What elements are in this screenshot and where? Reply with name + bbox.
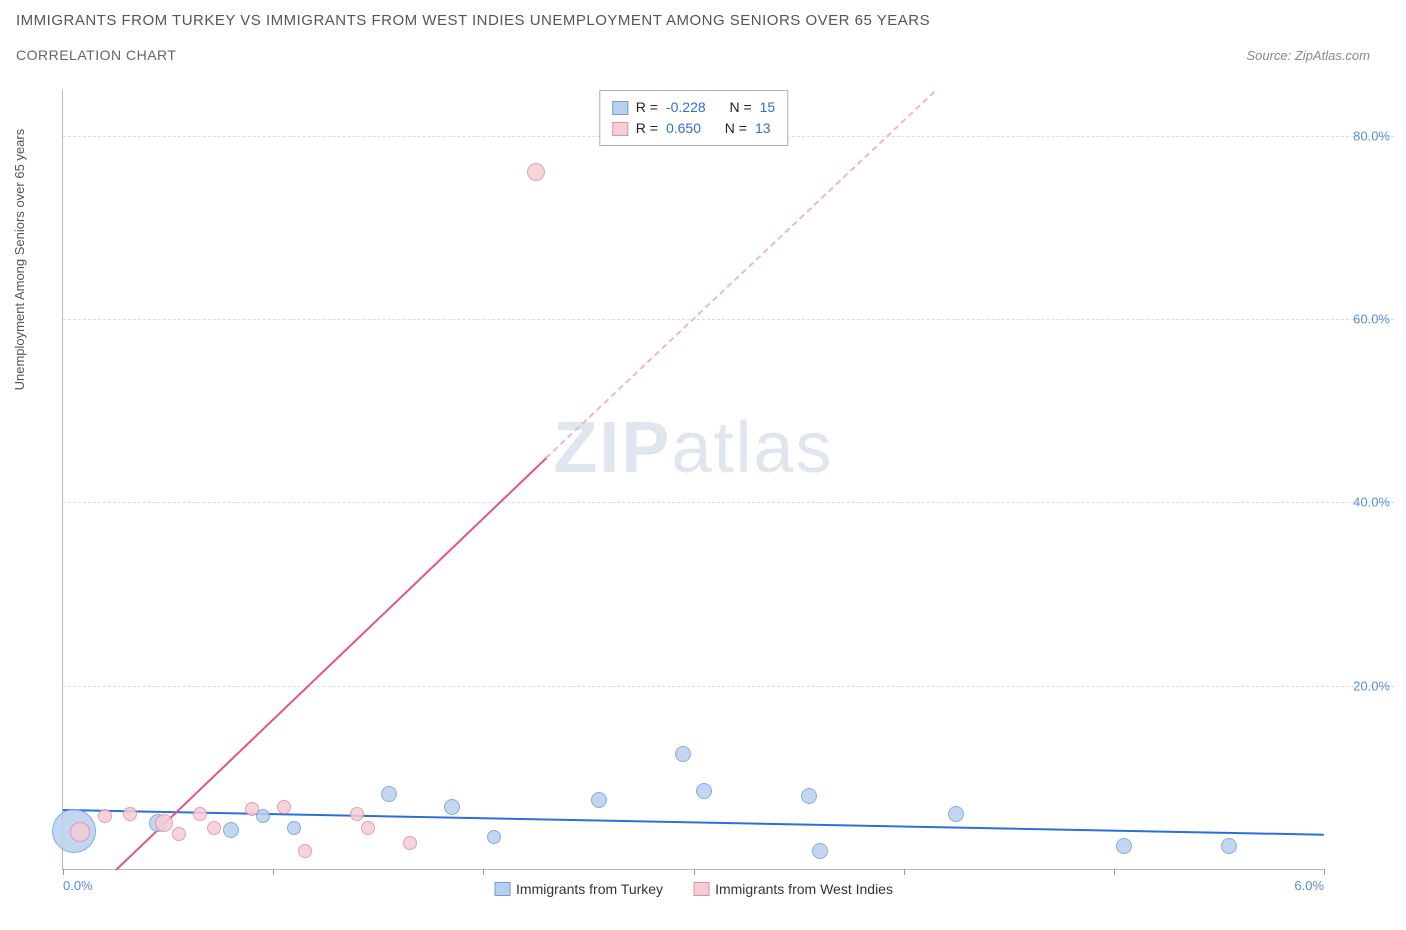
x-tick (1324, 869, 1325, 875)
data-point (812, 843, 828, 859)
stats-row-turkey: R = -0.228 N = 15 (612, 97, 775, 118)
y-tick-label: 60.0% (1353, 312, 1390, 327)
legend-item-turkey: Immigrants from Turkey (494, 881, 663, 897)
data-point (801, 788, 817, 804)
plot-region: ZIPatlas R = -0.228 N = 15 R = 0.650 N =… (62, 90, 1324, 870)
gridline (63, 502, 1394, 503)
y-tick-label: 20.0% (1353, 678, 1390, 693)
data-point (1116, 838, 1132, 854)
x-tick (273, 869, 274, 875)
data-point (444, 799, 460, 815)
data-point (298, 844, 312, 858)
stats-legend: R = -0.228 N = 15 R = 0.650 N = 13 (599, 90, 788, 146)
x-tick (904, 869, 905, 875)
data-point (207, 821, 221, 835)
data-point (223, 822, 239, 838)
watermark: ZIPatlas (553, 407, 833, 489)
source-label: Source: ZipAtlas.com (1246, 48, 1390, 63)
data-point (172, 827, 186, 841)
n-label-2: N = (725, 118, 747, 139)
watermark-atlas: atlas (671, 408, 833, 488)
y-axis-title: Unemployment Among Seniors over 65 years (12, 129, 27, 391)
gridline (63, 319, 1394, 320)
trend-line (115, 457, 547, 871)
r-label: R = (636, 97, 658, 118)
n-label: N = (729, 97, 751, 118)
subtitle-row: CORRELATION CHART Source: ZipAtlas.com (16, 47, 1390, 63)
source-prefix: Source: (1246, 48, 1294, 63)
n-value-west-indies: 13 (755, 118, 771, 139)
legend-label-turkey: Immigrants from Turkey (516, 881, 663, 897)
data-point (403, 836, 417, 850)
swatch-west-indies-2 (693, 882, 709, 896)
r-label-2: R = (636, 118, 658, 139)
n-value-turkey: 15 (760, 97, 776, 118)
source-name: ZipAtlas.com (1295, 48, 1370, 63)
legend-item-west-indies: Immigrants from West Indies (693, 881, 893, 897)
x-tick-label: 0.0% (63, 878, 93, 893)
y-tick-label: 40.0% (1353, 495, 1390, 510)
data-point (527, 163, 545, 181)
x-tick (483, 869, 484, 875)
x-tick-label: 6.0% (1294, 878, 1324, 893)
swatch-turkey-2 (494, 882, 510, 896)
data-point (70, 822, 90, 842)
data-point (948, 806, 964, 822)
y-tick-label: 80.0% (1353, 128, 1390, 143)
r-value-turkey: -0.228 (666, 97, 706, 118)
swatch-turkey (612, 101, 628, 115)
data-point (1221, 838, 1237, 854)
data-point (361, 821, 375, 835)
x-tick (63, 869, 64, 875)
gridline (63, 686, 1394, 687)
legend-label-west-indies: Immigrants from West Indies (715, 881, 893, 897)
data-point (155, 814, 173, 832)
data-point (350, 807, 364, 821)
data-point (123, 807, 137, 821)
data-point (591, 792, 607, 808)
r-value-west-indies: 0.650 (666, 118, 701, 139)
data-point (381, 786, 397, 802)
data-point (287, 821, 301, 835)
chart-area: Unemployment Among Seniors over 65 years… (42, 90, 1394, 900)
data-point (487, 830, 501, 844)
data-point (696, 783, 712, 799)
swatch-west-indies (612, 122, 628, 136)
watermark-zip: ZIP (553, 408, 671, 488)
data-point (98, 809, 112, 823)
chart-subtitle: CORRELATION CHART (16, 47, 176, 63)
stats-row-west-indies: R = 0.650 N = 13 (612, 118, 775, 139)
x-tick (694, 869, 695, 875)
data-point (245, 802, 259, 816)
data-point (675, 746, 691, 762)
chart-title: IMMIGRANTS FROM TURKEY VS IMMIGRANTS FRO… (16, 12, 1390, 29)
header: IMMIGRANTS FROM TURKEY VS IMMIGRANTS FRO… (0, 0, 1406, 63)
series-legend: Immigrants from Turkey Immigrants from W… (494, 881, 893, 897)
x-tick (1114, 869, 1115, 875)
data-point (277, 800, 291, 814)
data-point (193, 807, 207, 821)
